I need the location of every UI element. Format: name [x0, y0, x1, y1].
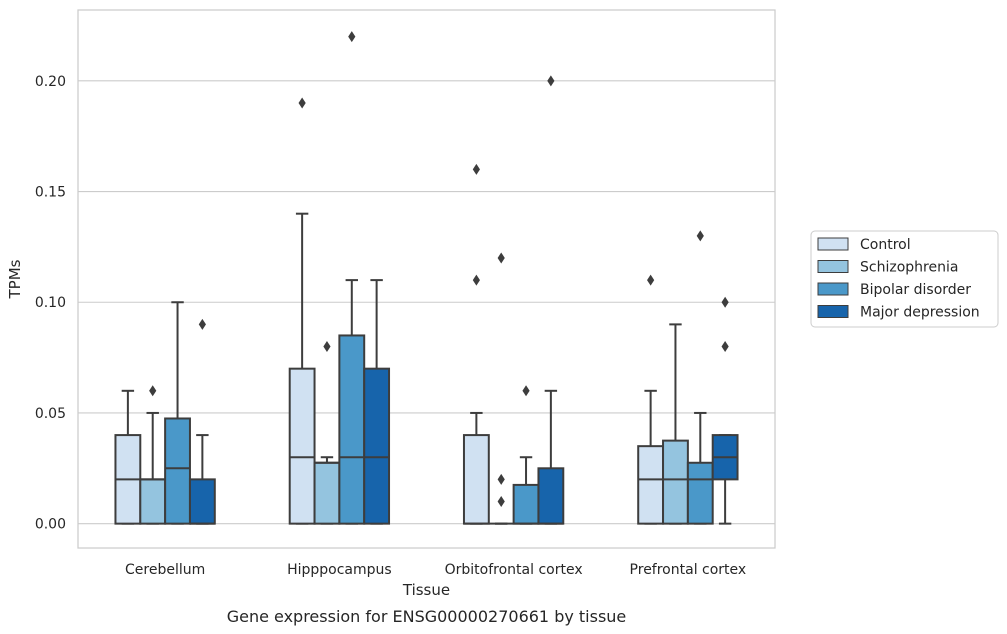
legend-swatch — [817, 282, 849, 296]
outlier-point — [198, 318, 206, 330]
box-schizophrenia — [488, 252, 514, 525]
outlier-point — [721, 341, 729, 353]
box-body — [338, 334, 366, 525]
x-tick-label: Hipppocampus — [287, 562, 392, 578]
outlier-point — [472, 163, 480, 175]
x-tick-label: Prefrontal cortex — [630, 562, 747, 578]
box-body — [139, 478, 167, 525]
box-bipolar-disorder — [338, 31, 366, 525]
legend-swatch — [817, 237, 849, 251]
box-body — [363, 367, 391, 525]
legend-entry: Schizophrenia — [860, 260, 958, 276]
x-tick-label: Cerebellum — [125, 562, 205, 578]
x-axis-ticks: Cerebellum Hipppocampus Orbitofrontal cort… — [125, 562, 746, 578]
figure-caption: Gene expression for ENSG00000270661 by t… — [227, 607, 627, 626]
box-control — [288, 97, 316, 525]
box-body — [662, 439, 689, 525]
legend-entry: Bipolar disorder — [860, 282, 971, 298]
outlier-point — [497, 496, 505, 508]
outlier-point — [472, 274, 480, 286]
outlier-point — [522, 385, 530, 397]
legend-swatch — [817, 305, 849, 318]
legend-entry: Control — [860, 237, 911, 253]
x-tick-label: Orbitofrontal cortex — [445, 562, 583, 578]
box-body — [637, 445, 665, 525]
box-major-depression — [188, 318, 216, 525]
box-body — [462, 434, 490, 525]
outlier-point — [298, 97, 306, 109]
box-control — [637, 274, 665, 525]
y-tick-label: 0.10 — [35, 295, 66, 311]
outlier-point — [547, 75, 555, 87]
y-axis-title: TPMs — [6, 259, 24, 299]
outlier-point — [696, 230, 704, 242]
box-body — [164, 417, 191, 525]
outlier-point — [149, 385, 157, 397]
boxes — [114, 31, 739, 525]
y-tick-label: 0.00 — [35, 517, 66, 533]
outlier-point — [497, 252, 505, 264]
outlier-point — [497, 473, 505, 485]
box-schizophrenia — [662, 323, 689, 525]
box-bipolar-disorder — [164, 301, 191, 525]
box-body — [537, 467, 565, 525]
box-major-depression — [363, 279, 391, 525]
legend-entry: Major depression — [860, 305, 980, 321]
box-body — [512, 483, 540, 525]
x-axis-title: Tissue — [402, 581, 450, 599]
outlier-point — [323, 341, 331, 353]
box-control — [114, 389, 142, 525]
y-axis-ticks: 0.00 0.05 0.10 0.15 0.20 — [35, 74, 66, 533]
y-tick-label: 0.20 — [35, 74, 66, 90]
box-bipolar-disorder — [686, 230, 714, 525]
y-tick-label: 0.15 — [35, 185, 66, 201]
outlier-point — [348, 31, 356, 43]
plot-frame — [77, 9, 776, 549]
box-bipolar-disorder — [512, 385, 540, 525]
box-body — [313, 461, 341, 525]
outlier-point — [647, 274, 655, 286]
legend-box — [810, 230, 999, 328]
box-body — [188, 478, 216, 525]
box-major-depression — [711, 296, 739, 525]
box-control — [462, 163, 490, 525]
y-tick-label: 0.05 — [35, 406, 66, 422]
legend: Control Schizophrenia Bipolar disorder Majo… — [810, 230, 999, 328]
box-body — [686, 461, 714, 525]
box-body — [288, 367, 316, 525]
legend-swatch — [817, 260, 849, 273]
box-major-depression — [537, 75, 565, 525]
outlier-point — [721, 296, 729, 308]
